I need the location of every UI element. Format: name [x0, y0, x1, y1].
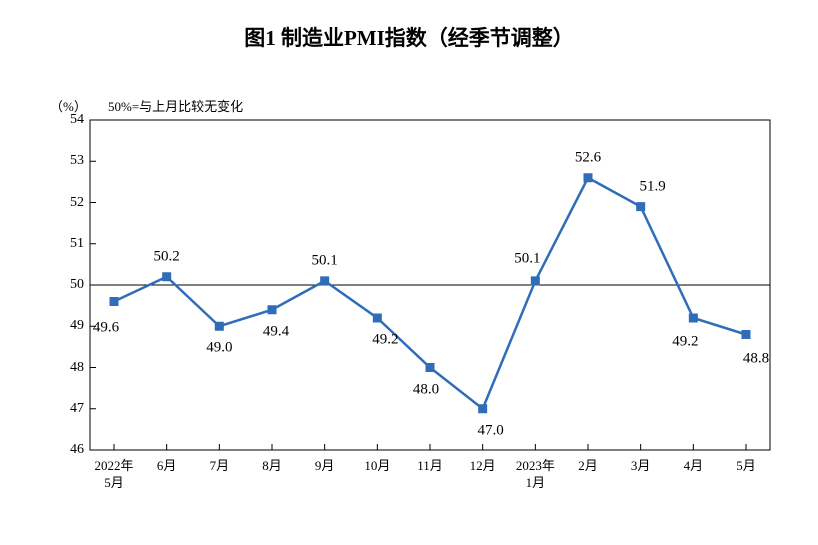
x-tick-label: 7月	[210, 458, 230, 475]
data-label: 48.0	[413, 381, 439, 398]
x-tick-label: 4月	[684, 458, 704, 475]
data-label: 49.4	[263, 323, 289, 340]
x-tick-label: 10月	[364, 458, 390, 475]
data-label: 52.6	[575, 149, 601, 166]
y-tick-label: 51	[54, 236, 84, 252]
y-tick-label: 48	[54, 360, 84, 376]
plot-area	[90, 120, 770, 450]
x-tick-label: 3月	[631, 458, 651, 475]
data-label: 51.9	[640, 178, 666, 195]
y-tick-label: 54	[54, 112, 84, 128]
data-label: 49.2	[672, 334, 698, 351]
x-tick-label: 6月	[157, 458, 177, 475]
x-tick-label: 12月	[470, 458, 496, 475]
chart-title: 图1 制造业PMI指数（经季节调整）	[0, 0, 818, 52]
y-tick-label: 46	[54, 442, 84, 458]
y-tick-label: 50	[54, 277, 84, 293]
x-tick-label: 8月	[262, 458, 282, 475]
data-label: 49.0	[206, 340, 232, 357]
x-tick-label: 2022年 5月	[94, 458, 133, 492]
y-tick-label: 53	[54, 153, 84, 169]
x-tick-label: 2023年 1月	[516, 458, 555, 492]
chart-svg	[90, 120, 770, 450]
x-tick-label: 2月	[578, 458, 598, 475]
data-label: 50.1	[514, 250, 540, 267]
y-tick-label: 49	[54, 318, 84, 334]
data-label: 50.2	[154, 248, 180, 265]
chart-subtitle: 50%=与上月比较无变化	[108, 96, 243, 115]
data-label: 49.2	[372, 332, 398, 349]
data-label: 48.8	[743, 350, 769, 367]
y-tick-label: 52	[54, 195, 84, 211]
x-tick-label: 5月	[736, 458, 756, 475]
x-tick-label: 11月	[417, 458, 443, 475]
data-label: 49.6	[93, 319, 119, 336]
data-label: 50.1	[312, 252, 338, 269]
y-tick-label: 47	[54, 401, 84, 417]
data-label: 47.0	[478, 422, 504, 439]
x-tick-label: 9月	[315, 458, 335, 475]
